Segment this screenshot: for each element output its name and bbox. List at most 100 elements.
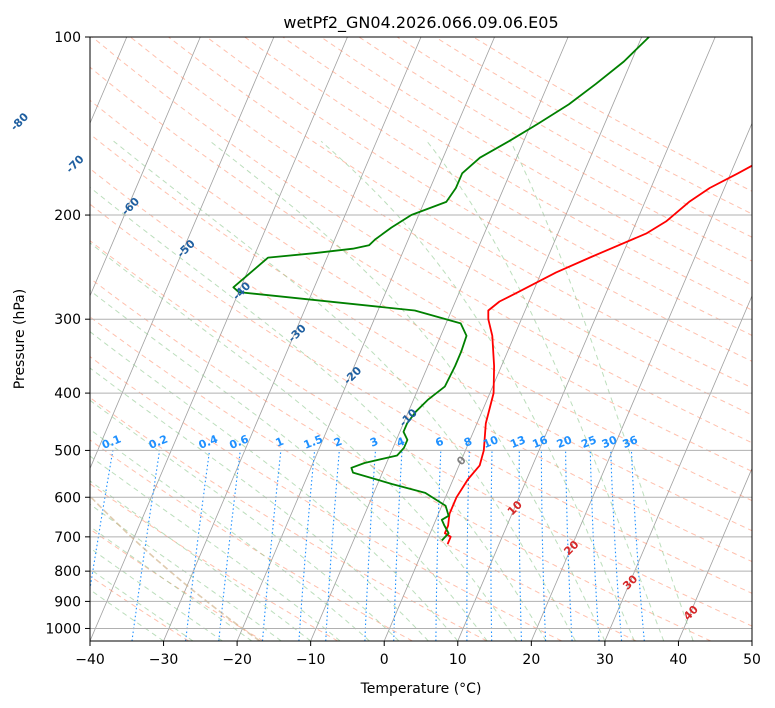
y-tick-label: 300 <box>54 312 81 328</box>
y-tick-label: 400 <box>54 386 81 402</box>
x-axis: −40 −30 −20 −10 0 10 20 30 40 50 <box>75 641 761 668</box>
moist-adiabat-line <box>90 186 547 641</box>
dry-adiabat-label: -50 <box>174 237 197 260</box>
x-tick-label: −30 <box>149 652 179 668</box>
x-tick-label: 20 <box>522 652 540 668</box>
dry-adiabat-label: -80 <box>8 110 31 133</box>
isotherm-line <box>90 37 201 297</box>
y-tick-label: 500 <box>54 443 81 459</box>
dry-adiabat-line <box>244 37 752 336</box>
x-tick-label: 40 <box>670 652 688 668</box>
dry-adiabat-line <box>90 439 413 641</box>
isotherm-line <box>90 37 275 470</box>
moist-adiabat-label: 20 <box>561 538 581 558</box>
mixing-ratio-line <box>298 450 316 641</box>
dry-adiabat-line <box>320 37 752 286</box>
mixing-ratio-line <box>90 450 114 593</box>
moist-adiabat-label: 30 <box>620 572 640 592</box>
dry-adiabat-line <box>91 37 752 444</box>
chart-title: wetPf2_GN04.2026.066.09.06.E05 <box>283 13 558 33</box>
dry-adiabat-line <box>90 133 752 532</box>
moist-adiabat-label: 0 <box>454 453 469 468</box>
dry-adiabat-line <box>90 483 339 641</box>
y-axis-title: Pressure (hPa) <box>12 289 28 389</box>
dry-adiabat-line <box>90 203 752 594</box>
mixing-ratio-label: 6 <box>434 435 446 450</box>
dry-adiabat-line <box>130 37 752 416</box>
y-tick-label: 200 <box>54 208 81 224</box>
dry-adiabat-line <box>206 37 752 362</box>
isotherm-line <box>530 122 752 641</box>
mixing-ratio-line <box>435 450 442 641</box>
dry-adiabat-line <box>90 575 189 641</box>
isotherm-line <box>236 37 495 641</box>
dry-adiabat-line <box>434 37 752 215</box>
mixing-ratio-label: 36 <box>621 433 640 451</box>
dry-adiabat-label: -40 <box>230 279 253 302</box>
dry-adiabat-line <box>90 356 562 641</box>
plot-frame <box>89 36 753 642</box>
temperature-profile-line <box>444 164 752 545</box>
dry-adiabat-line <box>90 66 752 472</box>
x-axis-title: Temperature (°C) <box>360 681 482 697</box>
dry-adiabat-label: -10 <box>397 406 420 429</box>
isotherm-line <box>90 37 348 641</box>
dry-adiabat-line <box>90 240 752 627</box>
mixing-ratio-label: 0.6 <box>228 432 251 451</box>
y-tick-label: 800 <box>54 564 81 580</box>
mixing-ratio-label: 25 <box>579 433 598 451</box>
moist-adiabat-line <box>90 589 164 641</box>
mixing-ratio-line <box>131 450 161 641</box>
dry-adiabat-line <box>168 37 752 389</box>
mixing-ratio-label: 10 <box>481 433 500 451</box>
y-tick-label: 700 <box>54 530 81 546</box>
mixing-ratio-line <box>218 450 241 641</box>
x-tick-label: −40 <box>75 652 105 668</box>
y-tick-label: 600 <box>54 490 81 506</box>
profile-lines <box>232 37 752 545</box>
x-tick-label: −20 <box>222 652 252 668</box>
mixing-ratio-line <box>610 450 623 641</box>
dry-adiabat-line <box>473 37 752 192</box>
isotherm-line <box>751 639 752 641</box>
isotherm-line <box>383 37 643 641</box>
moist-adiabat-line <box>90 503 282 641</box>
dry-adiabat-line <box>90 316 637 641</box>
dry-adiabat-line <box>90 168 752 563</box>
x-tick-label: 50 <box>743 652 761 668</box>
moist-adiabat-line <box>320 140 635 641</box>
mixing-ratio-line <box>185 450 211 641</box>
y-tick-label: 1000 <box>45 621 81 637</box>
moist-adiabat-label: 10 <box>505 498 525 518</box>
mixing-ratio-label: 20 <box>555 433 574 451</box>
boundary-curve <box>90 494 261 641</box>
mixing-ratio-label: 0.2 <box>147 432 170 451</box>
mixing-ratio-label: 8 <box>462 435 474 450</box>
mixing-ratio-line <box>518 450 523 641</box>
y-tick-label: 100 <box>54 30 81 46</box>
y-axis: 100 200 300 400 500 600 700 800 900 1000 <box>45 30 90 637</box>
mixing-ratio-label: 1.5 <box>302 432 325 451</box>
pressure-gridlines <box>90 37 752 629</box>
mixing-ratio-label: 3 <box>368 435 380 450</box>
x-tick-label: 30 <box>596 652 614 668</box>
dry-adiabat-label: -20 <box>341 364 364 387</box>
mixing-ratio-line <box>490 450 493 641</box>
mixing-ratio-label: 2 <box>332 435 344 450</box>
background-lines <box>90 37 752 641</box>
isotherm-line <box>604 294 752 641</box>
mixing-ratio-label: 13 <box>508 433 527 451</box>
dry-adiabat-line <box>90 528 264 641</box>
mixing-ratio-label: 0.1 <box>100 432 123 451</box>
mixing-ratio-label: 16 <box>531 433 550 451</box>
dry-adiabat-line <box>396 37 752 238</box>
x-tick-label: −10 <box>296 652 326 668</box>
mixing-ratio-label: 0.4 <box>197 432 220 451</box>
dry-adiabat-line <box>90 277 712 641</box>
dry-adiabat-line <box>90 397 488 641</box>
x-tick-label: 0 <box>380 652 389 668</box>
dry-adiabat-label: -70 <box>63 152 86 175</box>
moist-adiabat-label: 40 <box>681 603 701 623</box>
dry-adiabat-line <box>282 37 752 311</box>
